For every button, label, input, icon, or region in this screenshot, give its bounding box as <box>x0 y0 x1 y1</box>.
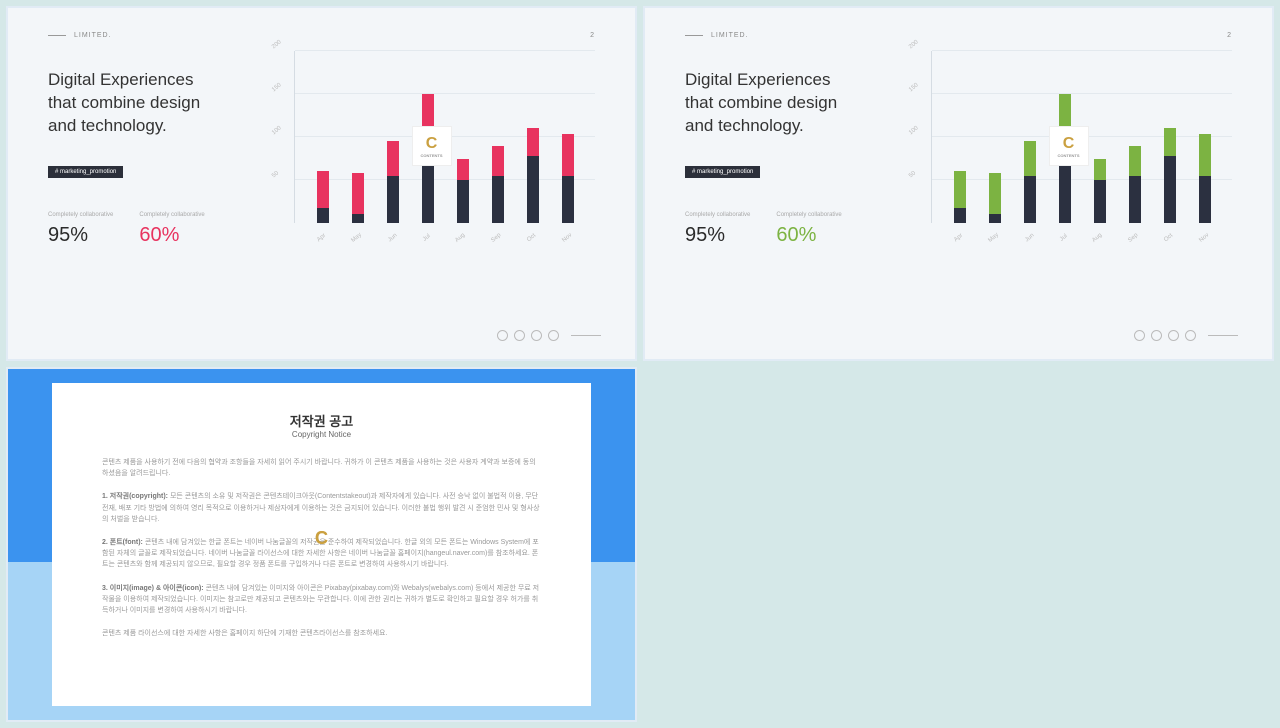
chart-bar <box>387 141 399 223</box>
doc-paragraph: 3. 이미지(image) & 아이콘(icon): 콘텐츠 내에 담겨있는 이… <box>102 583 541 617</box>
header-line <box>48 35 66 36</box>
x-axis-label: Sep <box>1128 232 1140 243</box>
nav-next-icon[interactable] <box>1185 330 1196 341</box>
x-axis-label: Jun <box>387 233 398 244</box>
metric-2: Completely collaborative 60% <box>139 212 204 247</box>
metric-label: Completely collaborative <box>48 212 113 218</box>
bar-chart: 50100150200 AprMayJunJulAugSepOctNov CCO… <box>905 51 1232 241</box>
slide-footer <box>497 330 601 341</box>
x-axis-label: Apr <box>953 233 964 244</box>
chart-bar <box>352 173 364 223</box>
page-number: 2 <box>1227 32 1232 39</box>
metric-1: Completely collaborative 95% <box>685 212 750 247</box>
x-axis-label: Jul <box>1059 233 1069 243</box>
bar-chart: 50100150200 AprMayJunJulAugSepOctNov CCO… <box>268 51 595 241</box>
empty-cell <box>643 367 1274 722</box>
chart-bar <box>954 171 966 223</box>
chart-bar <box>317 171 329 223</box>
chart-bar <box>457 159 469 224</box>
chart-bar <box>1024 141 1036 223</box>
header-line <box>685 35 703 36</box>
doc-title: 저작권 공고 <box>102 411 541 430</box>
nav-prev-icon[interactable] <box>497 330 508 341</box>
brand-label: LIMITED. <box>711 32 749 39</box>
chart-bar <box>527 128 539 223</box>
metric-label: Completely collaborative <box>685 212 750 218</box>
chart-bar <box>1059 94 1071 223</box>
nav-play-icon[interactable] <box>1151 330 1162 341</box>
page-number: 2 <box>590 32 595 39</box>
nav-stop-icon[interactable] <box>1168 330 1179 341</box>
x-axis-label: May <box>988 232 1001 244</box>
x-axis-label: Nov <box>1198 232 1210 243</box>
slide-card-2: LIMITED. 2 Digital Experiences that comb… <box>643 6 1274 361</box>
x-axis-label: Aug <box>455 232 467 243</box>
category-badge: # marketing_promotion <box>48 166 123 178</box>
metric-1: Completely collaborative 95% <box>48 212 113 247</box>
x-axis-label: Apr <box>316 233 327 244</box>
metric-value: 95% <box>685 224 750 247</box>
slide-footer <box>1134 330 1238 341</box>
chart-bar <box>1199 134 1211 223</box>
slide-header: LIMITED. 2 <box>685 32 1232 39</box>
chart-bar <box>492 146 504 223</box>
slide-title: Digital Experiences that combine design … <box>685 69 885 138</box>
x-axis-label: Jun <box>1024 233 1035 244</box>
footer-line <box>571 335 601 336</box>
x-axis-label: Oct <box>1163 233 1174 244</box>
metric-label: Completely collaborative <box>139 212 204 218</box>
metric-2: Completely collaborative 60% <box>776 212 841 247</box>
metric-label: Completely collaborative <box>776 212 841 218</box>
x-axis-label: Jul <box>422 233 432 243</box>
chart-bar <box>1129 146 1141 223</box>
doc-paragraph: 콘텐츠 제품 라이선스에 대한 자세한 사항은 홈페이지 하단에 기재한 콘텐츠… <box>102 628 541 639</box>
chart-bar <box>422 94 434 223</box>
nav-prev-icon[interactable] <box>1134 330 1145 341</box>
metric-value: 60% <box>776 224 841 247</box>
category-badge: # marketing_promotion <box>685 166 760 178</box>
chart-bar <box>989 173 1001 223</box>
nav-stop-icon[interactable] <box>531 330 542 341</box>
slide-card-1: LIMITED. 2 Digital Experiences that comb… <box>6 6 637 361</box>
chart-bar <box>562 134 574 223</box>
metric-value: 95% <box>48 224 113 247</box>
copyright-card: 저작권 공고 Copyright Notice 콘텐츠 제품을 사용하기 전에 … <box>6 367 637 722</box>
slide-header: LIMITED. 2 <box>48 32 595 39</box>
chart-bar <box>1164 128 1176 223</box>
copyright-paper: 저작권 공고 Copyright Notice 콘텐츠 제품을 사용하기 전에 … <box>52 383 591 706</box>
doc-subtitle: Copyright Notice <box>102 430 541 439</box>
doc-paragraph: 콘텐츠 제품을 사용하기 전에 다음의 협약과 조항들을 자세히 읽어 주시기 … <box>102 457 541 479</box>
slide-title: Digital Experiences that combine design … <box>48 69 248 138</box>
x-axis-label: May <box>351 232 364 244</box>
chart-bar <box>1094 159 1106 224</box>
doc-paragraph: 2. 폰트(font): 콘텐츠 내에 담겨있는 한글 폰트는 네이버 나눔글꼴… <box>102 537 541 571</box>
footer-line <box>1208 335 1238 336</box>
x-axis-label: Oct <box>526 233 537 244</box>
x-axis-label: Nov <box>561 232 573 243</box>
nav-next-icon[interactable] <box>548 330 559 341</box>
metric-value: 60% <box>139 224 204 247</box>
doc-paragraph: 1. 저작권(copyright): 모든 콘텐츠의 소유 및 저작권은 콘텐츠… <box>102 491 541 525</box>
x-axis-label: Sep <box>491 232 503 243</box>
x-axis-label: Aug <box>1092 232 1104 243</box>
nav-play-icon[interactable] <box>514 330 525 341</box>
brand-label: LIMITED. <box>74 32 112 39</box>
